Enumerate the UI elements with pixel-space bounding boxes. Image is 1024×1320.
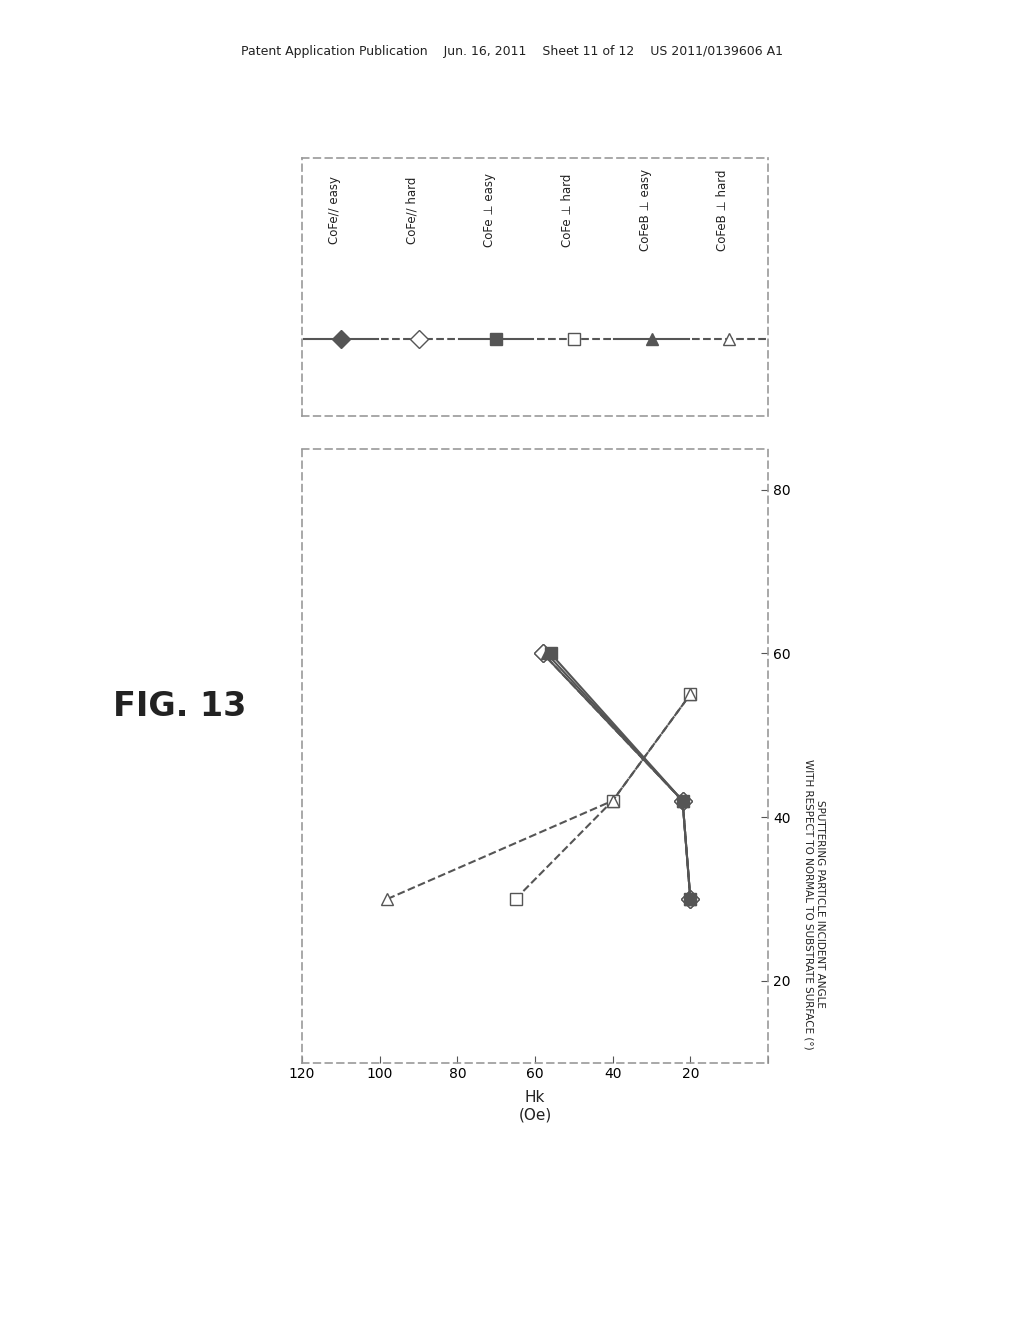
Text: CoFeB ⊥ hard: CoFeB ⊥ hard bbox=[716, 169, 729, 251]
Text: CoFe ⊥ easy: CoFe ⊥ easy bbox=[483, 173, 497, 247]
Text: SPUTTERING PARTICLE INCIDENT ANGLE
WITH RESPECT TO NORMAL TO SUBSTRATE SURFACE (: SPUTTERING PARTICLE INCIDENT ANGLE WITH … bbox=[803, 759, 825, 1049]
Text: CoFe// easy: CoFe// easy bbox=[328, 176, 341, 244]
X-axis label: Hk
(Oe): Hk (Oe) bbox=[518, 1090, 552, 1122]
Text: FIG. 13: FIG. 13 bbox=[113, 689, 246, 722]
Text: CoFe// hard: CoFe// hard bbox=[406, 176, 419, 244]
Text: CoFe ⊥ hard: CoFe ⊥ hard bbox=[561, 173, 573, 247]
Text: Patent Application Publication    Jun. 16, 2011    Sheet 11 of 12    US 2011/013: Patent Application Publication Jun. 16, … bbox=[241, 45, 783, 58]
Text: CoFeB ⊥ easy: CoFeB ⊥ easy bbox=[639, 169, 651, 251]
